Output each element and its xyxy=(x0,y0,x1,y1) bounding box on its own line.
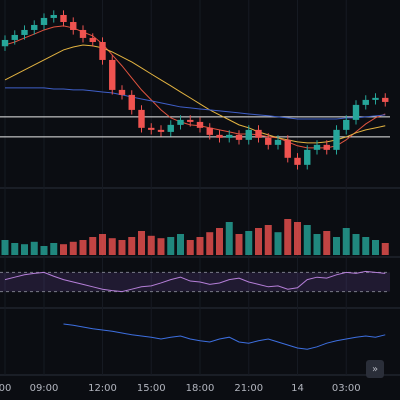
x-tick-label: 21:00 xyxy=(234,383,263,394)
volume-bar xyxy=(147,235,155,255)
candle-body xyxy=(118,89,126,95)
candle-body xyxy=(265,137,272,145)
candle-body xyxy=(89,37,96,42)
candle-body xyxy=(294,157,301,165)
volume-bar xyxy=(303,225,311,255)
volume-bar xyxy=(79,240,87,255)
volume-bar xyxy=(216,228,223,255)
candle-body xyxy=(31,24,38,30)
volume-bar xyxy=(138,231,145,255)
volume-bar xyxy=(264,225,272,255)
candle-body xyxy=(196,121,204,128)
candle-body xyxy=(187,119,194,122)
volume-bar xyxy=(284,219,292,255)
volume-bar xyxy=(294,222,301,255)
volume-bar xyxy=(157,238,165,255)
volume-bar xyxy=(50,243,58,255)
candle-body xyxy=(138,109,145,128)
candle-body xyxy=(128,94,135,110)
moving-average xyxy=(4,25,386,149)
volume-bar xyxy=(333,237,340,255)
volume-bar xyxy=(206,232,214,255)
candle-body xyxy=(70,22,77,30)
candle-body xyxy=(50,14,57,18)
candle-body xyxy=(333,129,340,150)
candle-body xyxy=(148,127,155,130)
volume-bar xyxy=(167,237,175,255)
volume-bar xyxy=(118,240,126,255)
candle-body xyxy=(226,134,233,138)
candle-body xyxy=(323,144,330,150)
volume-bar xyxy=(1,240,9,255)
candle-body xyxy=(1,39,9,47)
volume-bar xyxy=(186,240,194,255)
candle-body xyxy=(255,129,262,138)
candle-body xyxy=(235,134,243,140)
volume-bar xyxy=(313,234,321,255)
volume-bar xyxy=(196,237,204,255)
scroll-button[interactable]: » xyxy=(366,360,384,378)
candle-body xyxy=(109,59,116,90)
x-tick-label: 12:00 xyxy=(88,383,117,394)
candle-body xyxy=(362,99,369,105)
candle-body xyxy=(60,14,67,23)
scroll-button-label[interactable]: » xyxy=(372,364,378,375)
candle-body xyxy=(382,97,389,102)
candle-body xyxy=(304,149,311,165)
candle-body xyxy=(177,119,184,125)
volume-bar xyxy=(40,246,48,255)
volume-bar xyxy=(381,243,389,255)
volume-bar xyxy=(21,244,28,255)
candle-body xyxy=(313,144,321,150)
candle-body xyxy=(216,134,223,138)
candle-body xyxy=(40,17,48,25)
candle-body xyxy=(167,124,174,132)
volume-bar xyxy=(99,234,106,255)
volume-bar xyxy=(245,231,253,255)
volume-bar xyxy=(108,238,116,255)
candle-body xyxy=(245,129,252,140)
volume-bar xyxy=(89,237,97,255)
volume-bar xyxy=(274,232,282,255)
candle-body xyxy=(372,97,379,100)
volume-bar xyxy=(255,228,262,255)
candle-body xyxy=(206,127,213,135)
candle-body xyxy=(157,129,165,132)
volume-bar xyxy=(69,241,77,255)
candle-body xyxy=(352,104,360,120)
volume-bar xyxy=(362,237,370,255)
moving-average xyxy=(4,44,386,144)
candle-body xyxy=(99,41,106,60)
x-tick-label: 18:00 xyxy=(186,383,215,394)
rsi-line xyxy=(4,270,386,293)
volume-bar xyxy=(177,234,184,255)
volume-bar xyxy=(225,222,233,255)
volume-bar xyxy=(372,240,379,255)
indicator-line xyxy=(63,323,386,350)
volume-bar xyxy=(352,234,360,255)
candle-body xyxy=(274,139,282,145)
candle-body xyxy=(21,29,28,35)
volume-bar xyxy=(11,243,19,255)
volume-bar xyxy=(30,241,38,255)
candle-body xyxy=(284,139,291,158)
volume-bar xyxy=(342,228,350,255)
volume-bar xyxy=(235,234,243,255)
x-tick-label: 00 xyxy=(0,383,11,394)
x-tick-label: 09:00 xyxy=(30,383,59,394)
x-tick-label: 03:00 xyxy=(332,383,361,394)
x-tick-label: 15:00 xyxy=(137,383,166,394)
scroll-button-bg[interactable] xyxy=(366,360,384,378)
candle-body xyxy=(11,34,18,40)
volume-bar xyxy=(323,231,331,255)
candle-body xyxy=(343,119,350,130)
volume-bar xyxy=(128,237,136,255)
x-tick-label: 14 xyxy=(291,383,304,394)
volume-bar xyxy=(60,244,67,255)
candle-body xyxy=(79,29,87,38)
moving-average xyxy=(5,87,386,120)
